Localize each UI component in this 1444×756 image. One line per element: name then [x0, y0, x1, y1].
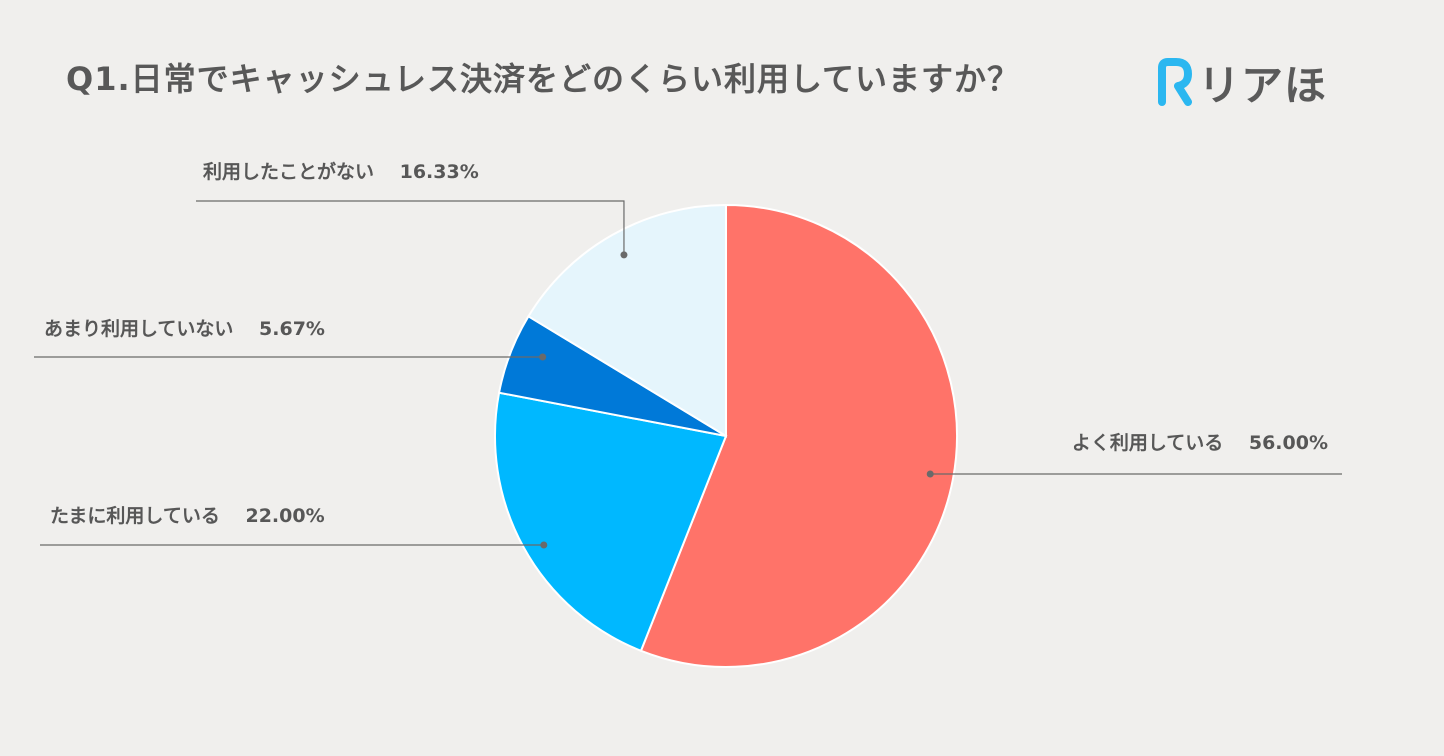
leader-dot: [926, 470, 934, 478]
logo-text: リアほ: [1198, 60, 1328, 110]
pie-slice: [527, 203, 727, 438]
brand-logo: リアほ: [1156, 52, 1327, 112]
leader-dot: [540, 541, 548, 549]
pie-slice: [639, 203, 959, 668]
leader-line: [196, 200, 625, 255]
slice-label: よく利用している 56.00%: [1072, 432, 1328, 454]
logo-r-stroke: [1158, 58, 1192, 106]
slice-label: 利用したことがない 16.33%: [203, 160, 479, 183]
slice-label: あまり利用していない 5.67%: [44, 318, 325, 340]
logo-r-icon: [1158, 58, 1192, 106]
leader-dot: [539, 353, 547, 361]
slice-label: たまに利用している 22.00%: [50, 505, 325, 527]
chart-title: Q1.日常でキャッシュレス決済をどのくらい利用していますか？: [66, 60, 1021, 98]
leader-dot: [620, 251, 628, 259]
pie-slice: [494, 391, 728, 653]
